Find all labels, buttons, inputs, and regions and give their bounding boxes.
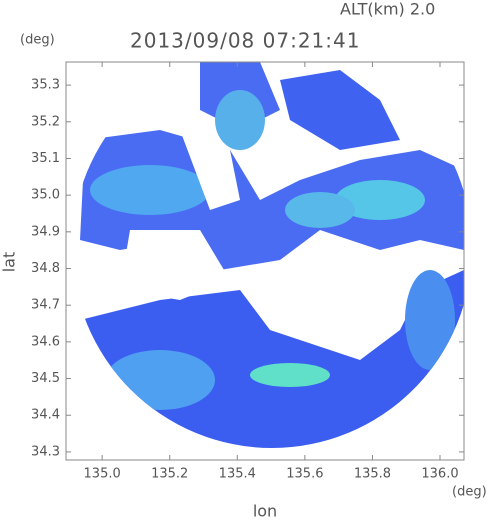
y-tick-label: 34.9 [31,224,60,239]
y-tick-label: 34.6 [31,334,60,349]
x-tick-label: 135.8 [354,467,391,482]
y-tick-label: 34.7 [31,298,60,313]
chart-title: 2013/09/08 07:21:41 [130,29,360,53]
x-tick-label: 135.2 [151,467,188,482]
y-tick-label: 35.0 [31,188,60,203]
x-unit: (deg) [452,485,487,500]
plot-frame [65,61,465,461]
y-tick-label: 35.3 [31,78,60,93]
x-tick-label: 135.6 [286,467,323,482]
y-tick-label: 35.1 [31,151,60,166]
y-tick-label: 34.4 [31,408,60,423]
radar-echo [72,62,464,448]
y-tick-label: 34.3 [31,444,60,459]
x-tick-label: 135.4 [219,467,256,482]
x-axis-label: lon [253,502,277,521]
annotation: ALT(km) 2.0 [340,0,435,19]
y-axis-label: lat [0,252,19,273]
y-tick-label: 35.2 [31,114,60,129]
x-tick-label: 136.0 [421,467,458,482]
x-tick-label: 135.0 [84,467,121,482]
y-unit: (deg) [20,33,55,48]
y-tick-label: 34.5 [31,371,60,386]
y-tick-label: 34.8 [31,261,60,276]
